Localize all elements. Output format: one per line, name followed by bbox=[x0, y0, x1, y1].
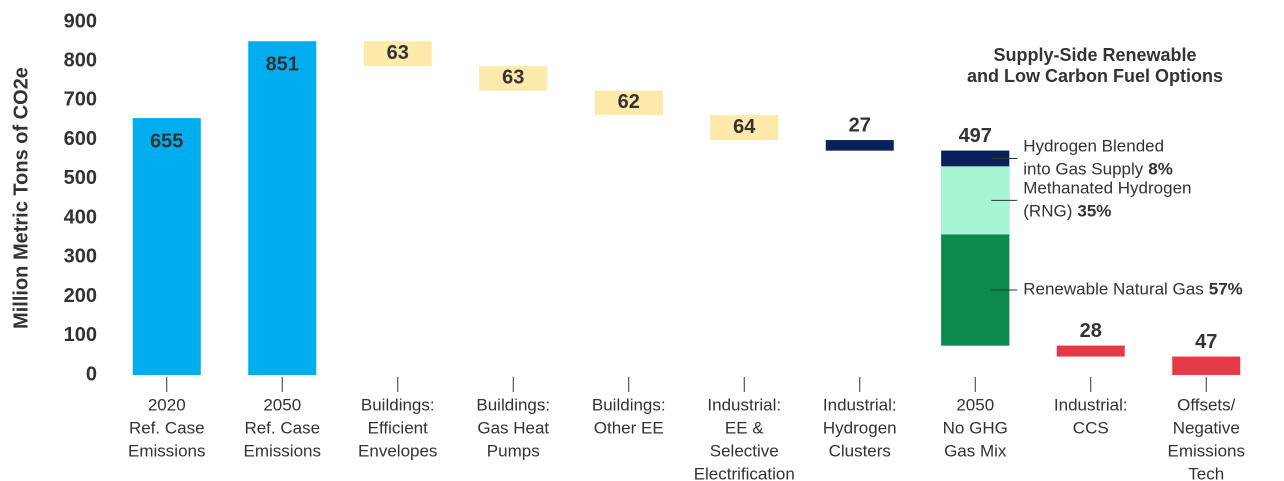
x-tick-label: Ref. Case bbox=[129, 418, 205, 437]
x-tick-label: 2020 bbox=[148, 395, 186, 414]
x-tick-label: No GHG bbox=[943, 418, 1008, 437]
x-tick-label: Industrial: bbox=[1054, 395, 1128, 414]
y-tick-label: 500 bbox=[64, 167, 97, 189]
x-tick-label: Buildings: bbox=[592, 395, 666, 414]
y-tick-label: 400 bbox=[64, 206, 97, 228]
y-tick-label: 200 bbox=[64, 285, 97, 307]
bar bbox=[1172, 356, 1241, 375]
x-tick-label: Clusters bbox=[829, 441, 891, 460]
x-tick-label: CCS bbox=[1073, 418, 1109, 437]
bar bbox=[479, 65, 548, 91]
bar bbox=[248, 41, 317, 376]
x-tick-label: EE & bbox=[725, 418, 764, 437]
value-label: 497 bbox=[959, 125, 992, 147]
x-tick-label: Hydrogen bbox=[823, 418, 897, 437]
segment-label: Hydrogen Blended bbox=[1023, 136, 1164, 155]
value-label: 62 bbox=[618, 91, 640, 113]
y-tick-label: 600 bbox=[64, 128, 97, 150]
segment-label: Renewable Natural Gas bbox=[1023, 280, 1203, 299]
x-tick-label: Buildings: bbox=[361, 395, 435, 414]
x-tick-label: Pumps bbox=[487, 441, 540, 460]
x-tick-label: Industrial: bbox=[707, 395, 781, 414]
segment-share: 8% bbox=[1148, 159, 1173, 178]
segment-label: Methanated Hydrogen bbox=[1023, 178, 1191, 197]
segment-label: (RNG) bbox=[1023, 201, 1072, 220]
value-label: 28 bbox=[1080, 320, 1102, 342]
x-tick-label: Envelopes bbox=[358, 441, 437, 460]
x-tick-label: Selective bbox=[710, 441, 779, 460]
x-tick-label: Negative bbox=[1173, 418, 1240, 437]
annotation-title: Supply-Side Renewable bbox=[993, 45, 1196, 65]
x-tick-label: 2050 bbox=[263, 395, 301, 414]
x-tick-label: Tech bbox=[1188, 464, 1224, 481]
y-tick-label: 700 bbox=[64, 89, 97, 111]
value-label: 47 bbox=[1195, 331, 1217, 353]
x-tick-label: Ref. Case bbox=[244, 418, 320, 437]
y-tick-label: 100 bbox=[64, 324, 97, 346]
x-tick-label: Gas Mix bbox=[944, 441, 1007, 460]
y-tick-label: 800 bbox=[64, 50, 97, 72]
value-label: 655 bbox=[150, 130, 183, 152]
segment-label: into Gas Supply bbox=[1023, 159, 1144, 178]
bar bbox=[710, 114, 779, 141]
annotation-title: and Low Carbon Fuel Options bbox=[967, 66, 1223, 86]
bar bbox=[594, 90, 663, 115]
y-tick-label: 300 bbox=[64, 246, 97, 268]
x-tick-label: Emissions bbox=[1168, 441, 1245, 460]
bar bbox=[363, 41, 432, 66]
value-label: 64 bbox=[733, 116, 756, 138]
bar bbox=[1056, 345, 1125, 357]
y-tick-label: 0 bbox=[86, 363, 97, 385]
bar bbox=[825, 140, 894, 151]
x-tick-label: Emissions bbox=[244, 441, 321, 460]
x-tick-label: Buildings: bbox=[476, 395, 550, 414]
y-axis-label: Million Metric Tons of CO2e bbox=[10, 67, 32, 329]
segment-share: 35% bbox=[1077, 201, 1111, 220]
y-tick-label: 900 bbox=[64, 10, 97, 32]
x-tick-label: Offsets/ bbox=[1177, 395, 1236, 414]
bar bbox=[132, 118, 201, 375]
x-tick-label: Efficient bbox=[368, 418, 428, 437]
x-tick-label: Gas Heat bbox=[477, 418, 549, 437]
value-label: 851 bbox=[266, 54, 299, 76]
x-tick-label: Other EE bbox=[594, 418, 664, 437]
value-label: 63 bbox=[387, 42, 409, 64]
x-tick-label: Electrification bbox=[694, 464, 795, 481]
x-tick-label: Industrial: bbox=[823, 395, 897, 414]
stack-segment bbox=[941, 150, 1010, 167]
value-label: 27 bbox=[849, 114, 871, 136]
value-label: 63 bbox=[502, 67, 524, 89]
x-tick-label: Emissions bbox=[128, 441, 205, 460]
x-tick-label: 2050 bbox=[956, 395, 994, 414]
segment-share: 57% bbox=[1209, 280, 1243, 299]
